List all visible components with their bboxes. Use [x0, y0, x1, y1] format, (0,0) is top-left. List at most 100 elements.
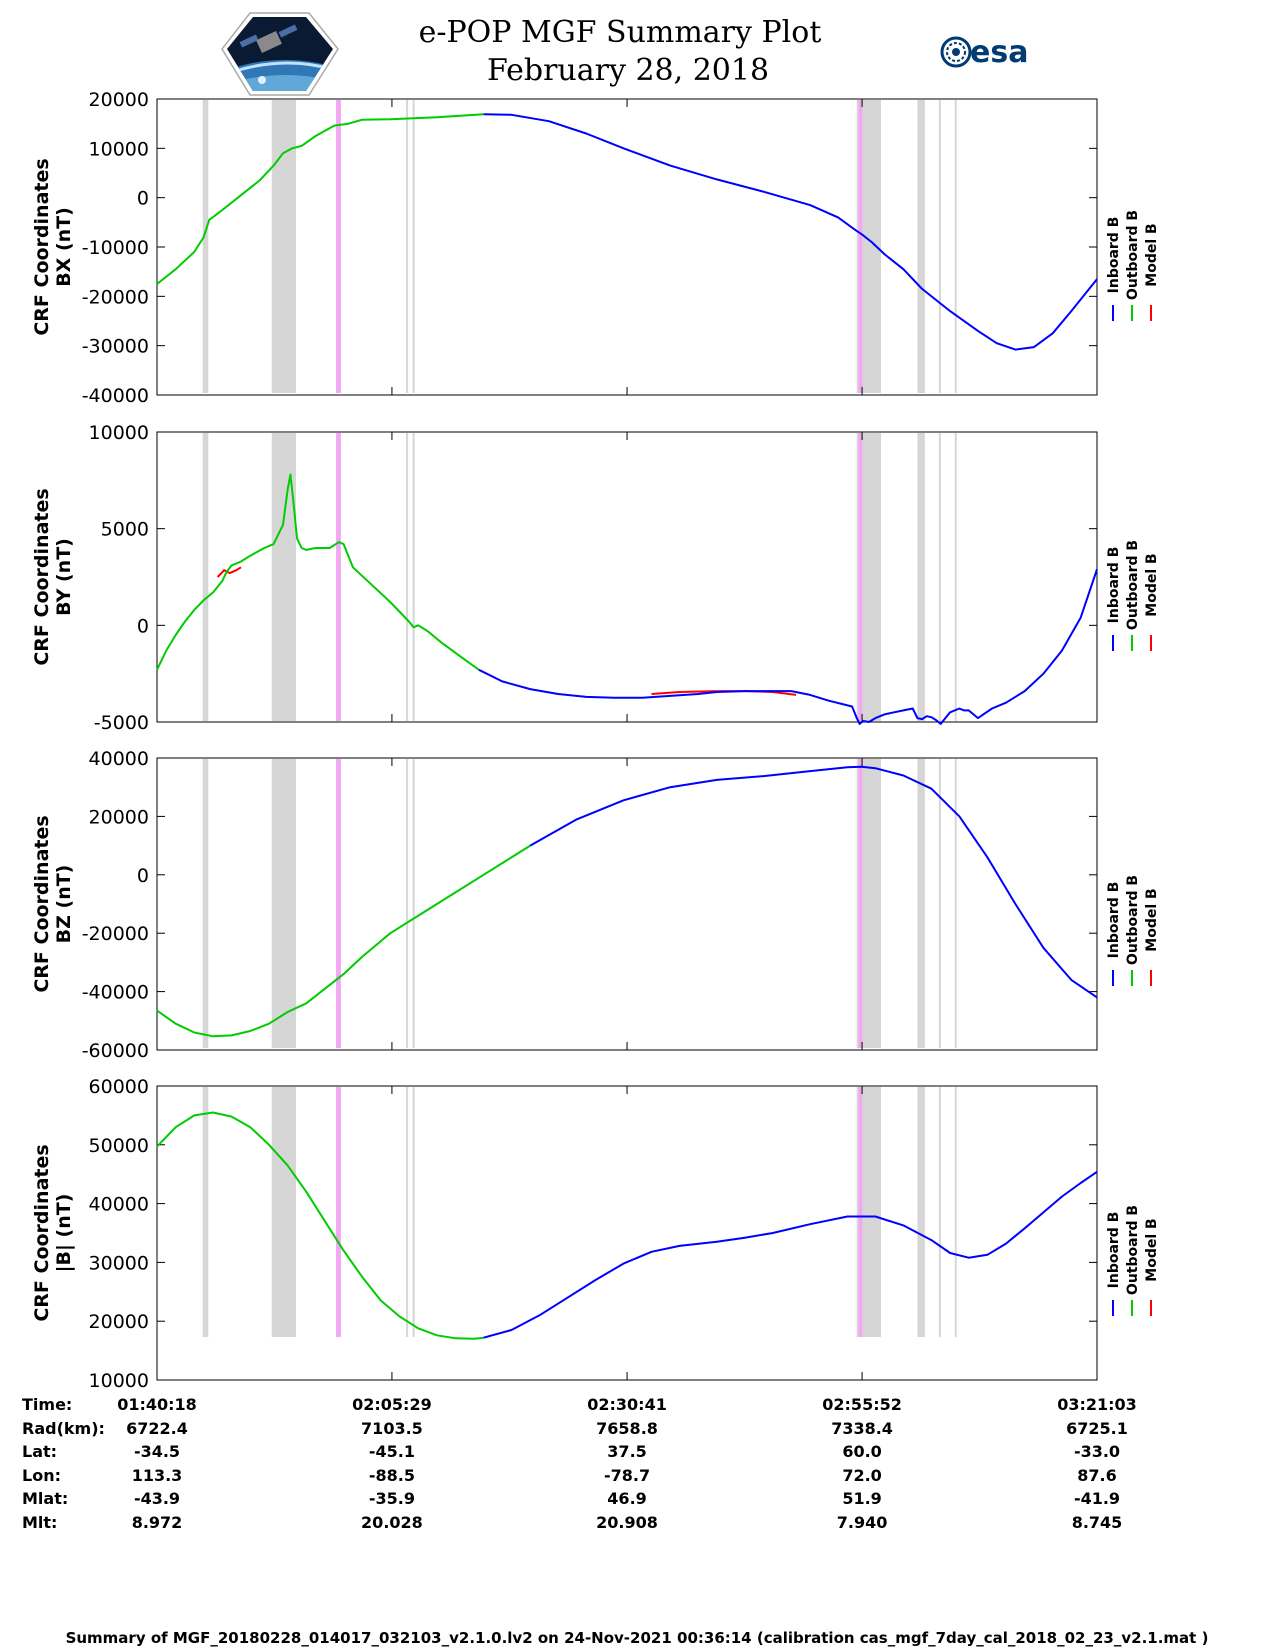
gray-band [917, 759, 925, 1048]
legend-label: Inboard B [1106, 547, 1122, 624]
y-tick-label: 20000 [89, 806, 149, 828]
y-tick-label: -20000 [82, 923, 149, 945]
series-line-outboard-b [156, 844, 531, 1038]
violet-band [858, 759, 863, 1048]
ephemeris-value: 46.9 [607, 1489, 646, 1508]
y-tick-label: 10000 [89, 138, 149, 160]
gray-band [406, 1087, 409, 1337]
gray-band [202, 433, 209, 721]
panel-by: -5000 0 5000 10000 CRF CoordinatesBY (nT) Inb… [31, 422, 1160, 734]
ephemeris-value: -33.0 [1074, 1442, 1120, 1461]
y-axis-label: CRF Coordinates|B| (nT) [31, 1144, 75, 1321]
gray-band [412, 433, 415, 721]
esa-logo: esa [940, 35, 1028, 70]
panels-layer: -40000 -30000 -20000 -10000 0 10000 20000 CRF C… [31, 89, 1160, 1392]
ephemeris-value: 20.908 [596, 1513, 658, 1532]
ephemeris-value: 37.5 [607, 1442, 646, 1461]
panel-bz: -60000 -40000 -20000 0 20000 40000 CRF Coordin… [31, 748, 1160, 1062]
ephemeris-row-label: Mlt: [22, 1513, 57, 1532]
legend-label: Inboard B [1106, 217, 1122, 294]
ephemeris-value: -78.7 [604, 1466, 650, 1485]
ephemeris-row-label: Lat: [22, 1442, 57, 1461]
violet-band [858, 100, 863, 393]
ephemeris-value: 60.0 [842, 1442, 881, 1461]
violet-band [858, 1087, 863, 1337]
y-axis-label-line1: CRF Coordinates [31, 815, 53, 992]
gray-band [412, 100, 415, 393]
series-line-model-b [216, 566, 242, 578]
panel-bmag: 10000 20000 30000 40000 50000 60000 CRF Coordi… [31, 1076, 1160, 1392]
legend-label: Outboard B [1125, 540, 1141, 630]
ephemeris-value: 01:40:18 [117, 1395, 197, 1414]
y-tick-label: 0 [137, 615, 149, 637]
ephemeris-value: 02:55:52 [822, 1395, 902, 1414]
legend: Inboard B Outboard B Model B [1106, 875, 1160, 986]
gray-band [938, 1087, 941, 1337]
gray-band [406, 100, 409, 393]
ephemeris-value: -35.9 [369, 1489, 415, 1508]
ephemeris-value: 20.028 [361, 1513, 423, 1532]
violet-band [858, 433, 863, 721]
legend-label: Outboard B [1125, 1205, 1141, 1295]
y-axis-label-line2: BX (nT) [53, 207, 75, 287]
y-tick-label: -10000 [82, 237, 149, 259]
y-axis-label-line1: CRF Coordinates [31, 158, 53, 335]
ephemeris-value: -43.9 [134, 1489, 180, 1508]
ephemeris-value: 03:21:03 [1057, 1395, 1137, 1414]
series-line-outboard-b [156, 1111, 484, 1340]
gray-band [412, 1087, 415, 1337]
ephemeris-value: 7338.4 [831, 1419, 893, 1438]
y-tick-label: 50000 [89, 1135, 149, 1157]
ephemeris-value: 6722.4 [126, 1419, 188, 1438]
gray-band [271, 100, 297, 393]
legend-label: Model B [1144, 223, 1160, 286]
gray-band [406, 433, 409, 721]
gray-band [202, 1087, 209, 1337]
legend-label: Inboard B [1106, 1212, 1122, 1289]
ephemeris-value: 87.6 [1077, 1466, 1116, 1485]
ephemeris-value: 7.940 [837, 1513, 888, 1532]
ephemeris-value: 02:05:29 [352, 1395, 432, 1414]
legend-label: Outboard B [1125, 210, 1141, 300]
y-axis-label-line2: |B| (nT) [53, 1194, 75, 1273]
ephemeris-value: 7658.8 [596, 1419, 658, 1438]
ephemeris-value: -45.1 [369, 1442, 415, 1461]
panel-bx: -40000 -30000 -20000 -10000 0 10000 20000 CRF C… [31, 89, 1160, 407]
gray-band [271, 1087, 297, 1337]
y-tick-label: -60000 [82, 1040, 149, 1062]
legend-label: Inboard B [1106, 882, 1122, 959]
ephemeris-row-label: Lon: [22, 1466, 61, 1485]
y-tick-label: 0 [137, 188, 149, 210]
y-tick-label: 20000 [89, 1311, 149, 1333]
gray-band [917, 100, 925, 393]
legend-label: Outboard B [1125, 875, 1141, 965]
gray-band [412, 759, 415, 1048]
series-line-outboard-b [156, 473, 480, 671]
plot-date: February 28, 2018 [487, 53, 769, 88]
legend-label: Model B [1144, 1218, 1160, 1281]
ephemeris-value: 6725.1 [1066, 1419, 1128, 1438]
gray-band [202, 100, 209, 393]
ephemeris-value: -88.5 [369, 1466, 415, 1485]
ephemeris-value: 7103.5 [361, 1419, 423, 1438]
gray-band [271, 433, 297, 721]
gray-band [954, 433, 957, 721]
ephemeris-value: 72.0 [842, 1466, 881, 1485]
gray-band [917, 1087, 925, 1337]
footer-caption: Summary of MGF_20180228_014017_032103_v2… [66, 1629, 1209, 1647]
y-tick-label: 0 [137, 865, 149, 887]
ephemeris-table: Time: Rad(km): Lat: Lon: Mlat: Mlt: 01:40:18 67… [22, 1395, 1137, 1532]
y-tick-label: 10000 [89, 1370, 149, 1392]
y-tick-label: -40000 [82, 982, 149, 1004]
y-tick-label: 20000 [89, 89, 149, 111]
y-tick-label: 40000 [89, 748, 149, 770]
y-tick-label: 5000 [101, 519, 149, 541]
gray-band [938, 759, 941, 1048]
y-tick-label: -20000 [82, 286, 149, 308]
gray-band [954, 1087, 957, 1337]
gray-band [917, 433, 925, 721]
gray-band [406, 759, 409, 1048]
ephemeris-value: -41.9 [1074, 1489, 1120, 1508]
series-line-inboard-b [529, 765, 1098, 999]
